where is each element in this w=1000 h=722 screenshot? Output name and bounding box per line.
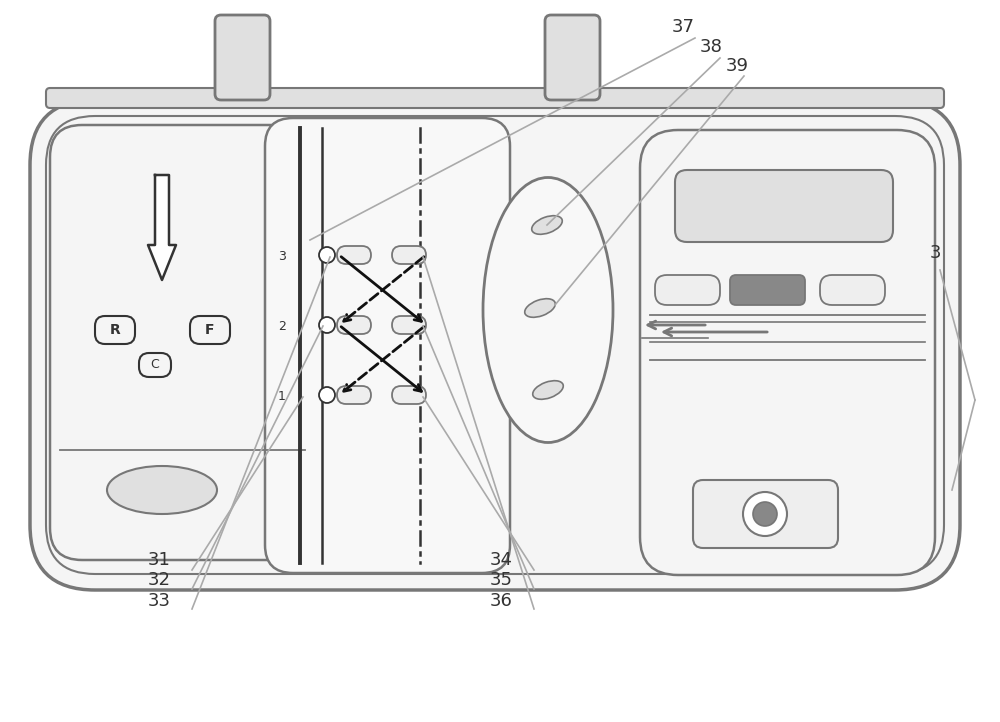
FancyBboxPatch shape — [95, 316, 135, 344]
FancyBboxPatch shape — [820, 275, 885, 305]
Circle shape — [753, 502, 777, 526]
Ellipse shape — [107, 466, 217, 514]
Text: 34: 34 — [490, 551, 513, 569]
Text: 3: 3 — [278, 250, 286, 263]
FancyBboxPatch shape — [337, 386, 371, 404]
Ellipse shape — [525, 299, 555, 317]
Text: 35: 35 — [490, 571, 513, 589]
FancyBboxPatch shape — [392, 246, 426, 264]
Text: 32: 32 — [148, 571, 171, 589]
Circle shape — [743, 492, 787, 536]
FancyBboxPatch shape — [190, 316, 230, 344]
FancyBboxPatch shape — [392, 386, 426, 404]
Text: F: F — [205, 323, 215, 337]
FancyBboxPatch shape — [46, 88, 944, 108]
Text: 36: 36 — [490, 592, 513, 610]
FancyBboxPatch shape — [730, 275, 805, 305]
Text: 37: 37 — [672, 18, 695, 36]
Circle shape — [319, 387, 335, 403]
Circle shape — [319, 317, 335, 333]
FancyBboxPatch shape — [693, 480, 838, 548]
FancyBboxPatch shape — [655, 275, 720, 305]
FancyBboxPatch shape — [50, 125, 315, 560]
Ellipse shape — [483, 178, 613, 443]
FancyBboxPatch shape — [215, 15, 270, 100]
Ellipse shape — [533, 380, 563, 399]
Text: 38: 38 — [700, 38, 723, 56]
Text: 2: 2 — [278, 320, 286, 333]
FancyBboxPatch shape — [675, 170, 893, 242]
FancyBboxPatch shape — [265, 118, 510, 573]
Polygon shape — [148, 175, 176, 280]
Text: 39: 39 — [726, 57, 749, 75]
FancyBboxPatch shape — [139, 353, 171, 377]
Text: 3: 3 — [930, 244, 942, 262]
FancyBboxPatch shape — [545, 15, 600, 100]
Text: 31: 31 — [148, 551, 171, 569]
FancyBboxPatch shape — [392, 316, 426, 334]
Ellipse shape — [532, 216, 562, 235]
Text: R: R — [110, 323, 120, 337]
FancyBboxPatch shape — [337, 246, 371, 264]
FancyBboxPatch shape — [337, 316, 371, 334]
Circle shape — [319, 247, 335, 263]
FancyBboxPatch shape — [640, 130, 935, 575]
Text: 1: 1 — [278, 389, 286, 402]
Text: C: C — [151, 359, 159, 372]
FancyBboxPatch shape — [30, 100, 960, 590]
Text: 33: 33 — [148, 592, 171, 610]
